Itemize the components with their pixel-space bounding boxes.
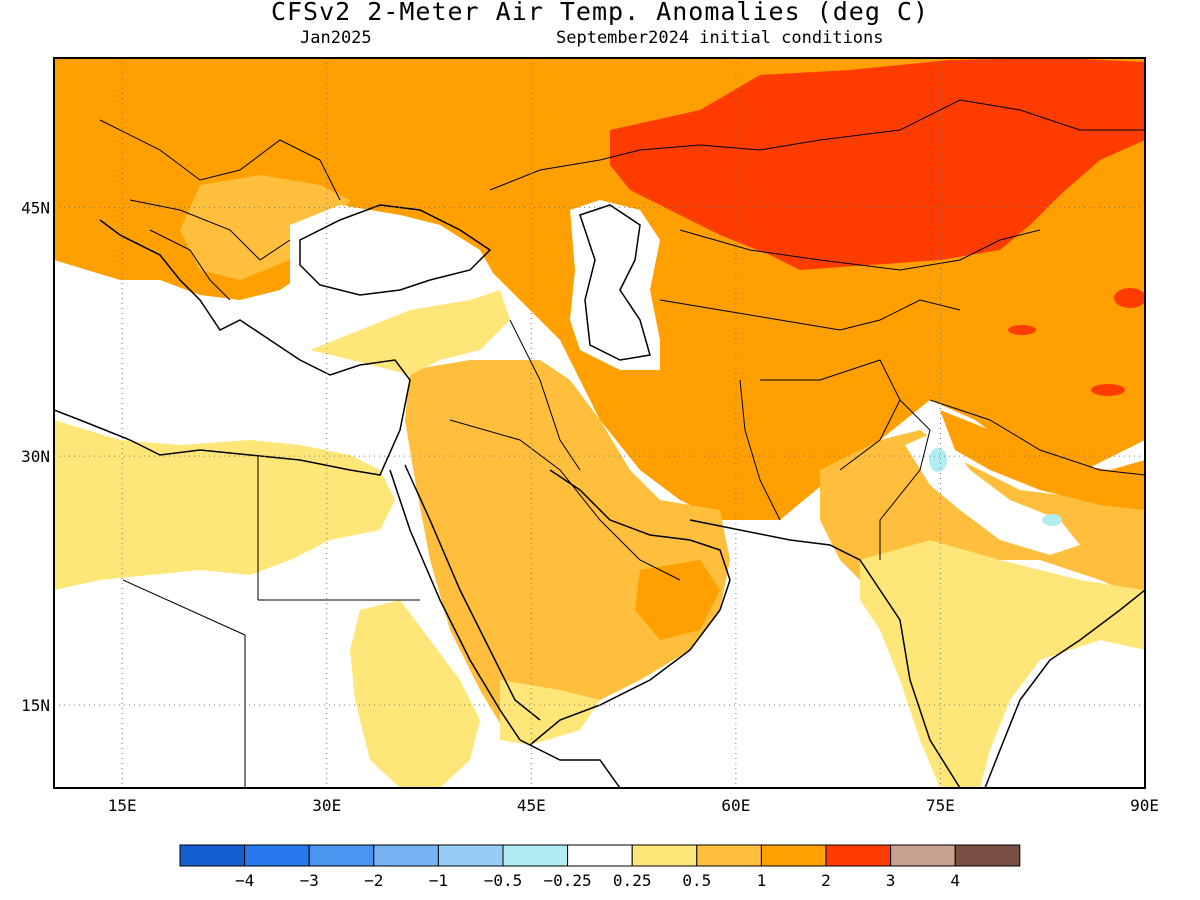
- legend-label: 3: [886, 871, 896, 890]
- anomaly-spot-very-high-3: [1114, 288, 1145, 308]
- anomaly-spot-very-high-2: [1008, 325, 1036, 335]
- anomaly-region-slight-turkey: [310, 290, 510, 375]
- lat-tick-label: 15N: [21, 696, 50, 715]
- legend-label: −3: [300, 871, 319, 890]
- iran-pakistan-coast: [689, 519, 881, 591]
- border-iran-afghan: [739, 379, 781, 521]
- anomaly-region-high-oman: [635, 560, 720, 640]
- india-east-coast: [984, 589, 1145, 788]
- anomaly-region-moderate-europe: [180, 175, 350, 280]
- coastlines: [54, 204, 1145, 788]
- legend-label: −0.25: [544, 871, 592, 890]
- border-russia-south: [489, 99, 1145, 191]
- caspian-coast: [579, 204, 651, 361]
- legend-swatch: [567, 844, 633, 867]
- legend-label: 0.5: [682, 871, 711, 890]
- border-libya-chad: [122, 579, 246, 788]
- border-pak-india: [879, 399, 931, 560]
- red-sea-coast: [389, 469, 521, 741]
- anomaly-fields: [54, 58, 1145, 788]
- anomaly-region-slight-sudan: [350, 600, 480, 788]
- legend-label: 2: [821, 871, 831, 890]
- border-iran-iraq: [509, 319, 581, 471]
- legend-label: −1: [429, 871, 448, 890]
- legend-swatch: [244, 844, 310, 867]
- borders: [99, 99, 1145, 788]
- border-central-asia: [659, 299, 961, 331]
- chart-title: CFSv2 2-Meter Air Temp. Anomalies (deg C…: [270, 0, 930, 26]
- legend-swatch: [502, 844, 569, 867]
- lon-tick-label: 75E: [926, 796, 955, 815]
- legend-swatch: [696, 844, 762, 867]
- legend-swatch: [825, 844, 892, 867]
- anomaly-spot-very-high-1: [1091, 384, 1125, 396]
- color-legend: −4 −3 −2 −1 −0.5 −0.25 0.25 0.5 1 2 3 4: [179, 844, 1021, 890]
- anomaly-region-near-normal-nw-india: [905, 430, 1080, 555]
- africa-horn-coast: [519, 739, 621, 788]
- persian-gulf-coast: [549, 469, 731, 611]
- legend-swatch: [890, 844, 956, 867]
- lat-tick-label: 45N: [21, 198, 50, 217]
- lon-tick-label: 30E: [312, 796, 341, 815]
- black-sea-coast: [299, 204, 492, 296]
- anomaly-region-near-normal-turkey: [290, 205, 500, 345]
- lon-tick-label: 90E: [1130, 796, 1159, 815]
- init-conditions-label: September2024 initial conditions: [556, 28, 884, 48]
- legend-swatch: [954, 844, 1021, 867]
- border-balkans: [149, 229, 231, 301]
- anomaly-region-slight-yemen: [500, 680, 600, 745]
- legend-label: 4: [950, 871, 960, 890]
- legend-swatch: [631, 844, 698, 867]
- legend-swatch: [437, 844, 504, 867]
- border-china-himalaya: [929, 399, 1145, 476]
- lon-tick-label: 60E: [721, 796, 750, 815]
- anomaly-region-very-high-north: [610, 58, 1145, 270]
- legend-label: 0.25: [613, 871, 652, 890]
- mediterranean-coast: [54, 219, 411, 476]
- legend-swatch: [760, 844, 827, 867]
- legend-swatch: [373, 844, 439, 867]
- lon-tick-label: 15E: [108, 796, 137, 815]
- legend-label: −4: [235, 871, 254, 890]
- anomaly-spot-slight-cold-1: [929, 448, 947, 472]
- legend-swatch: [179, 844, 246, 867]
- gridlines: [54, 58, 1145, 788]
- anomaly-region-moderate-arabia: [405, 360, 730, 740]
- arabian-south-coast: [529, 609, 721, 746]
- legend-swatch: [308, 844, 375, 867]
- anomaly-region-high-himalaya: [940, 410, 1145, 510]
- lon-tick-label: 45E: [517, 796, 546, 815]
- border-europe-a: [99, 119, 341, 201]
- border-afghan-pak: [760, 359, 901, 471]
- anomaly-spot-slight-cold-2: [1042, 514, 1062, 526]
- legend-label: 1: [757, 871, 767, 890]
- india-coast: [879, 589, 961, 788]
- legend-label: −0.5: [484, 871, 523, 890]
- border-kazakh: [679, 229, 1041, 271]
- legend-label: −2: [364, 871, 383, 890]
- border-europe-b: [129, 199, 291, 261]
- valid-month-label: Jan2025: [300, 28, 372, 48]
- border-saudi: [449, 419, 681, 581]
- anomaly-region-slight-india: [860, 540, 1145, 788]
- map-frame: [53, 57, 1146, 789]
- lat-tick-label: 30N: [21, 447, 50, 466]
- axis-ticks: 15E 30E 45E 60E 75E 90E 45N 30N 15N: [21, 198, 1159, 815]
- red-sea-coast-east: [404, 464, 541, 721]
